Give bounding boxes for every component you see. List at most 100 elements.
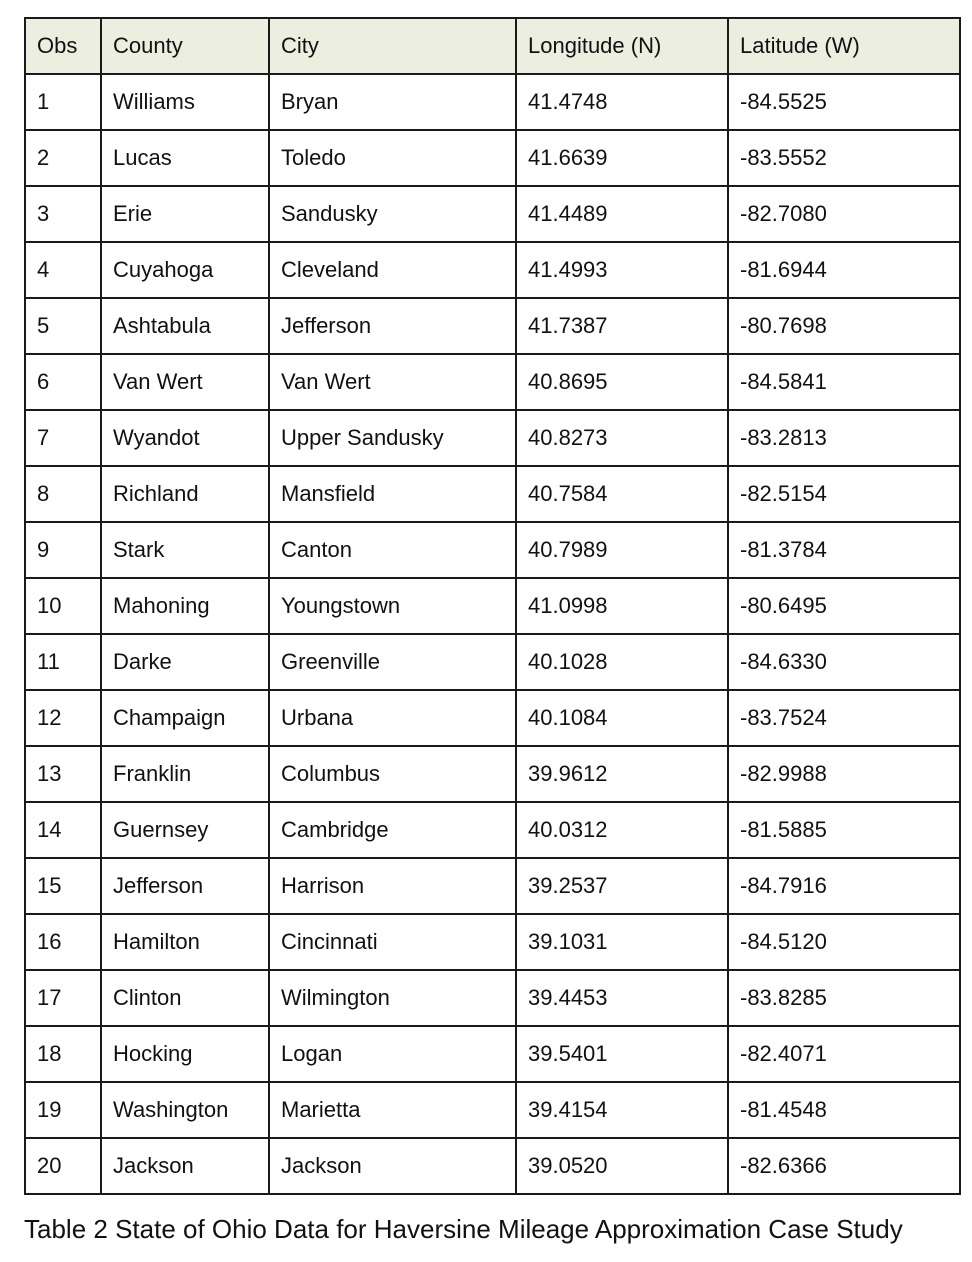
cell-county: Richland bbox=[100, 465, 270, 523]
cell-latitude: -80.7698 bbox=[727, 297, 961, 355]
cell-longitude: 41.6639 bbox=[515, 129, 729, 187]
cell-longitude: 40.1028 bbox=[515, 633, 729, 691]
cell-latitude: -81.3784 bbox=[727, 521, 961, 579]
cell-county: Van Wert bbox=[100, 353, 270, 411]
table-row: 3 Erie Sandusky 41.4489 -82.7080 bbox=[24, 185, 961, 243]
cell-obs: 3 bbox=[24, 185, 102, 243]
table-row: 19 Washington Marietta 39.4154 -81.4548 bbox=[24, 1081, 961, 1139]
cell-longitude: 41.4993 bbox=[515, 241, 729, 299]
cell-county: Darke bbox=[100, 633, 270, 691]
cell-city: Van Wert bbox=[268, 353, 517, 411]
table-header-row: Obs County City Longitude (N) Latitude (… bbox=[24, 17, 961, 75]
table-row: 4 Cuyahoga Cleveland 41.4993 -81.6944 bbox=[24, 241, 961, 299]
cell-longitude: 39.2537 bbox=[515, 857, 729, 915]
cell-latitude: -81.4548 bbox=[727, 1081, 961, 1139]
table-caption: Table 2 State of Ohio Data for Haversine… bbox=[24, 1214, 903, 1244]
cell-obs: 15 bbox=[24, 857, 102, 915]
column-header-city: City bbox=[268, 17, 517, 75]
cell-latitude: -83.5552 bbox=[727, 129, 961, 187]
cell-city: Jackson bbox=[268, 1137, 517, 1195]
table-row: 16 Hamilton Cincinnati 39.1031 -84.5120 bbox=[24, 913, 961, 971]
cell-latitude: -82.6366 bbox=[727, 1137, 961, 1195]
cell-obs: 1 bbox=[24, 73, 102, 131]
cell-obs: 11 bbox=[24, 633, 102, 691]
cell-city: Cleveland bbox=[268, 241, 517, 299]
cell-longitude: 41.7387 bbox=[515, 297, 729, 355]
cell-county: Jackson bbox=[100, 1137, 270, 1195]
cell-longitude: 40.7584 bbox=[515, 465, 729, 523]
cell-county: Cuyahoga bbox=[100, 241, 270, 299]
cell-obs: 20 bbox=[24, 1137, 102, 1195]
cell-latitude: -83.8285 bbox=[727, 969, 961, 1027]
cell-obs: 7 bbox=[24, 409, 102, 467]
cell-latitude: -82.9988 bbox=[727, 745, 961, 803]
cell-county: Jefferson bbox=[100, 857, 270, 915]
cell-latitude: -80.6495 bbox=[727, 577, 961, 635]
cell-county: Williams bbox=[100, 73, 270, 131]
cell-county: Mahoning bbox=[100, 577, 270, 635]
table-body: 1 Williams Bryan 41.4748 -84.5525 2 Lucas Toled… bbox=[24, 73, 961, 1195]
cell-obs: 12 bbox=[24, 689, 102, 747]
cell-longitude: 39.1031 bbox=[515, 913, 729, 971]
cell-city: Sandusky bbox=[268, 185, 517, 243]
table-row: 8 Richland Mansfield 40.7584 -82.5154 bbox=[24, 465, 961, 523]
cell-longitude: 39.0520 bbox=[515, 1137, 729, 1195]
cell-longitude: 40.8273 bbox=[515, 409, 729, 467]
cell-county: Guernsey bbox=[100, 801, 270, 859]
cell-obs: 17 bbox=[24, 969, 102, 1027]
cell-city: Bryan bbox=[268, 73, 517, 131]
cell-obs: 10 bbox=[24, 577, 102, 635]
column-header-latitude: Latitude (W) bbox=[727, 17, 961, 75]
table-row: 15 Jefferson Harrison 39.2537 -84.7916 bbox=[24, 857, 961, 915]
cell-longitude: 40.7989 bbox=[515, 521, 729, 579]
cell-longitude: 41.4748 bbox=[515, 73, 729, 131]
cell-latitude: -82.7080 bbox=[727, 185, 961, 243]
table-row: 10 Mahoning Youngstown 41.0998 -80.6495 bbox=[24, 577, 961, 635]
table-row: 2 Lucas Toledo 41.6639 -83.5552 bbox=[24, 129, 961, 187]
cell-county: Lucas bbox=[100, 129, 270, 187]
cell-city: Harrison bbox=[268, 857, 517, 915]
cell-city: Cambridge bbox=[268, 801, 517, 859]
table-row: 5 Ashtabula Jefferson 41.7387 -80.7698 bbox=[24, 297, 961, 355]
cell-obs: 5 bbox=[24, 297, 102, 355]
cell-latitude: -84.7916 bbox=[727, 857, 961, 915]
cell-obs: 8 bbox=[24, 465, 102, 523]
cell-county: Washington bbox=[100, 1081, 270, 1139]
cell-latitude: -83.2813 bbox=[727, 409, 961, 467]
cell-obs: 16 bbox=[24, 913, 102, 971]
cell-county: Ashtabula bbox=[100, 297, 270, 355]
cell-longitude: 40.0312 bbox=[515, 801, 729, 859]
table-row: 9 Stark Canton 40.7989 -81.3784 bbox=[24, 521, 961, 579]
cell-obs: 19 bbox=[24, 1081, 102, 1139]
table-row: 18 Hocking Logan 39.5401 -82.4071 bbox=[24, 1025, 961, 1083]
cell-obs: 4 bbox=[24, 241, 102, 299]
cell-city: Urbana bbox=[268, 689, 517, 747]
cell-longitude: 41.4489 bbox=[515, 185, 729, 243]
cell-obs: 13 bbox=[24, 745, 102, 803]
cell-longitude: 39.4453 bbox=[515, 969, 729, 1027]
cell-obs: 9 bbox=[24, 521, 102, 579]
cell-longitude: 39.5401 bbox=[515, 1025, 729, 1083]
cell-longitude: 40.1084 bbox=[515, 689, 729, 747]
cell-county: Stark bbox=[100, 521, 270, 579]
cell-obs: 6 bbox=[24, 353, 102, 411]
cell-latitude: -83.7524 bbox=[727, 689, 961, 747]
cell-latitude: -81.6944 bbox=[727, 241, 961, 299]
cell-county: Erie bbox=[100, 185, 270, 243]
column-header-county: County bbox=[100, 17, 270, 75]
cell-longitude: 39.4154 bbox=[515, 1081, 729, 1139]
cell-county: Hamilton bbox=[100, 913, 270, 971]
cell-county: Wyandot bbox=[100, 409, 270, 467]
table-row: 1 Williams Bryan 41.4748 -84.5525 bbox=[24, 73, 961, 131]
table-row: 13 Franklin Columbus 39.9612 -82.9988 bbox=[24, 745, 961, 803]
cell-city: Youngstown bbox=[268, 577, 517, 635]
cell-latitude: -84.5841 bbox=[727, 353, 961, 411]
table-row: 17 Clinton Wilmington 39.4453 -83.8285 bbox=[24, 969, 961, 1027]
cell-longitude: 39.9612 bbox=[515, 745, 729, 803]
cell-city: Cincinnati bbox=[268, 913, 517, 971]
cell-city: Greenville bbox=[268, 633, 517, 691]
cell-city: Wilmington bbox=[268, 969, 517, 1027]
cell-city: Toledo bbox=[268, 129, 517, 187]
cell-latitude: -84.5525 bbox=[727, 73, 961, 131]
cell-city: Jefferson bbox=[268, 297, 517, 355]
